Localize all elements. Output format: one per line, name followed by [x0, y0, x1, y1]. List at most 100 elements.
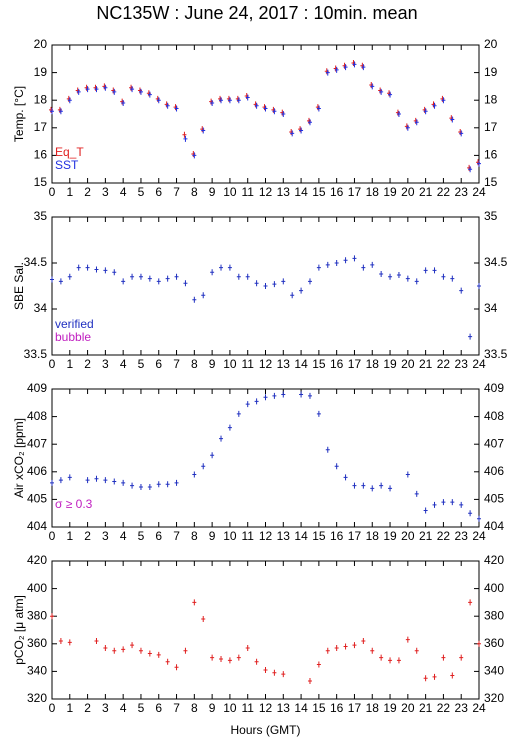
y-tick-label-right: 35 — [484, 209, 498, 223]
x-tick-label: 17 — [348, 185, 362, 199]
x-tick-label: 7 — [173, 185, 180, 199]
x-tick-label: 14 — [294, 357, 308, 371]
data-point — [468, 510, 473, 517]
y-tick-label-right: 17 — [484, 120, 498, 134]
data-point — [263, 283, 268, 289]
data-point — [245, 644, 250, 651]
x-tick-label: 21 — [419, 185, 433, 199]
x-tick-label: 15 — [312, 357, 326, 371]
x-tick-label: 4 — [120, 701, 127, 715]
x-tick-label: 3 — [102, 185, 109, 199]
x-tick-label: 16 — [330, 357, 344, 371]
x-tick-label: 12 — [259, 529, 273, 543]
x-tick-label: 6 — [155, 529, 162, 543]
data-point — [138, 273, 143, 280]
data-point — [334, 66, 339, 73]
x-tick-label: 5 — [138, 701, 145, 715]
data-point — [201, 463, 206, 470]
data-point — [227, 264, 232, 271]
y-tick-label: 409 — [27, 381, 47, 395]
x-tick-label: 6 — [155, 701, 162, 715]
x-tick-label: 21 — [419, 357, 433, 371]
data-point — [352, 642, 357, 649]
data-point — [130, 642, 135, 649]
x-tick-label: 20 — [401, 529, 415, 543]
x-tick-label: 5 — [138, 357, 145, 371]
y-tick-label-right: 420 — [484, 553, 504, 567]
data-point — [281, 671, 286, 678]
data-point — [307, 392, 312, 399]
data-point — [423, 108, 428, 115]
data-point — [192, 599, 197, 606]
x-tick-label: 0 — [49, 185, 56, 199]
x-tick-label: 1 — [66, 529, 73, 543]
data-point — [450, 116, 455, 123]
y-tick-label: 407 — [27, 436, 47, 450]
data-point — [325, 261, 330, 268]
x-tick-label: 7 — [173, 357, 180, 371]
data-point — [50, 276, 54, 283]
data-point — [103, 477, 108, 484]
x-tick-label: 23 — [455, 357, 469, 371]
plot-frame — [51, 388, 480, 528]
data-point — [236, 97, 241, 104]
data-point — [334, 463, 339, 470]
data-point — [423, 507, 428, 514]
data-point — [147, 483, 152, 490]
data-point — [192, 152, 197, 159]
data-point — [174, 273, 179, 280]
x-tick-label: 4 — [120, 185, 127, 199]
y-tick-label-right: 34 — [484, 301, 498, 315]
x-tick-label: 22 — [437, 357, 451, 371]
data-point — [94, 638, 99, 645]
data-point — [174, 105, 179, 112]
x-tick-label: 18 — [366, 357, 380, 371]
data-point — [58, 477, 63, 484]
x-tick-label: 19 — [383, 185, 397, 199]
data-point — [432, 501, 437, 508]
data-point — [50, 108, 54, 115]
y-axis-label: Temp. [°C] — [12, 86, 26, 142]
data-point — [388, 657, 393, 664]
data-point — [156, 651, 161, 658]
data-point — [112, 478, 117, 485]
data-point — [325, 446, 330, 453]
chart-title: NC135W : June 24, 2017 : 10min. mean — [96, 3, 417, 23]
x-tick-label: 5 — [138, 185, 145, 199]
y-tick-label: 420 — [27, 553, 47, 567]
data-point — [450, 499, 455, 506]
data-point — [405, 275, 410, 282]
data-point — [85, 264, 90, 271]
y-tick-label-right: 18 — [484, 92, 498, 106]
data-point — [183, 280, 188, 287]
data-point — [325, 69, 330, 76]
x-tick-label: 0 — [49, 701, 56, 715]
data-point — [343, 64, 348, 71]
data-point — [254, 398, 259, 405]
x-tick-label: 15 — [312, 185, 326, 199]
data-point — [201, 615, 206, 622]
data-point — [121, 646, 126, 653]
data-point — [103, 84, 108, 91]
data-point — [388, 485, 393, 492]
data-point — [263, 667, 268, 674]
x-tick-label: 17 — [348, 701, 362, 715]
data-point — [379, 88, 384, 95]
data-point — [94, 475, 99, 482]
x-axis-label: Hours (GMT) — [231, 723, 301, 737]
plot-frame — [51, 44, 480, 184]
data-point — [459, 501, 464, 508]
data-point — [254, 658, 259, 665]
data-point — [281, 391, 286, 398]
x-tick-label: 15 — [312, 701, 326, 715]
x-tick-label: 12 — [259, 357, 273, 371]
data-point — [156, 97, 161, 104]
data-point — [245, 94, 250, 101]
x-tick-label: 24 — [472, 701, 486, 715]
data-point — [441, 654, 446, 661]
x-tick-label: 6 — [155, 185, 162, 199]
x-tick-label: 3 — [102, 357, 109, 371]
x-tick-label: 16 — [330, 529, 344, 543]
x-tick-label: 10 — [223, 701, 237, 715]
data-point — [361, 638, 366, 645]
